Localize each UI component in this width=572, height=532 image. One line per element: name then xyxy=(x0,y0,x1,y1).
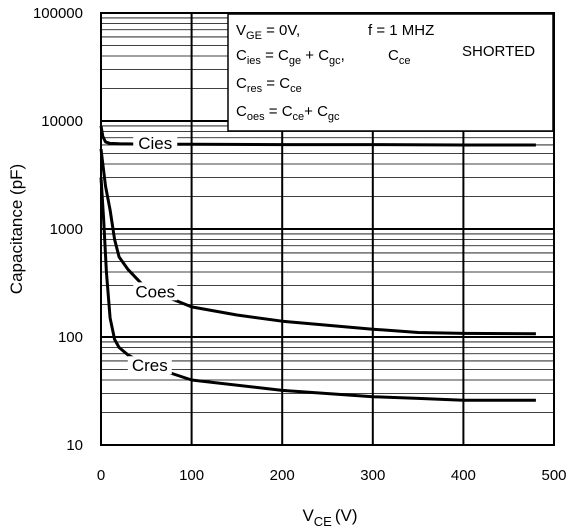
x-tick-label: 400 xyxy=(451,467,476,484)
series-label-cres: Cres xyxy=(132,356,168,375)
annotation-box xyxy=(227,13,554,132)
series-label-cies: Cies xyxy=(138,134,172,153)
x-tick-label: 0 xyxy=(97,467,105,484)
annotation-line-2: Cies = Cge + Cgc, xyxy=(236,47,345,67)
x-tick-labels: 0 100 200 300 400 500 xyxy=(97,467,567,484)
legend-box: VGE = 0V, f = 1 MHZ Cies = Cge + Cgc, Cc… xyxy=(227,13,554,132)
y-tick-labels: 10 100 1000 10000 100000 xyxy=(33,5,83,454)
annotation-frequency: f = 1 MHZ xyxy=(368,22,434,39)
y-tick-label: 100 xyxy=(58,329,83,346)
y-tick-label: 10000 xyxy=(41,113,83,130)
annotation-line-1: VGE = 0V, xyxy=(236,22,300,42)
x-tick-label: 200 xyxy=(270,467,295,484)
series-label-coes: Coes xyxy=(135,282,175,301)
x-tick-label: 500 xyxy=(541,467,566,484)
annotation-shorted: SHORTED xyxy=(462,43,535,60)
annotation-shorted-cce: Cce xyxy=(388,47,410,67)
annotation-line-3: Cres = Cce xyxy=(236,75,302,95)
series-line-coes xyxy=(99,148,536,336)
plot-frame xyxy=(100,12,555,446)
series-label-bg-cies xyxy=(133,134,178,153)
y-tick-label: 100000 xyxy=(33,5,83,22)
y-tick-label: 10 xyxy=(66,437,83,454)
y-tick-label: 1000 xyxy=(50,221,83,238)
x-tick-label: 300 xyxy=(360,467,385,484)
series-label-bg-coes xyxy=(133,282,178,301)
series-label-bg-cres xyxy=(127,356,172,375)
y-axis-label: Capacitance (pF) xyxy=(7,164,26,294)
series-labels: Cies Coes Cres xyxy=(127,134,178,375)
x-axis-label: VCE (V) xyxy=(302,506,357,529)
x-tick-label: 100 xyxy=(179,467,204,484)
annotation-line-4: Coes = Cce+ Cgc xyxy=(236,103,340,123)
